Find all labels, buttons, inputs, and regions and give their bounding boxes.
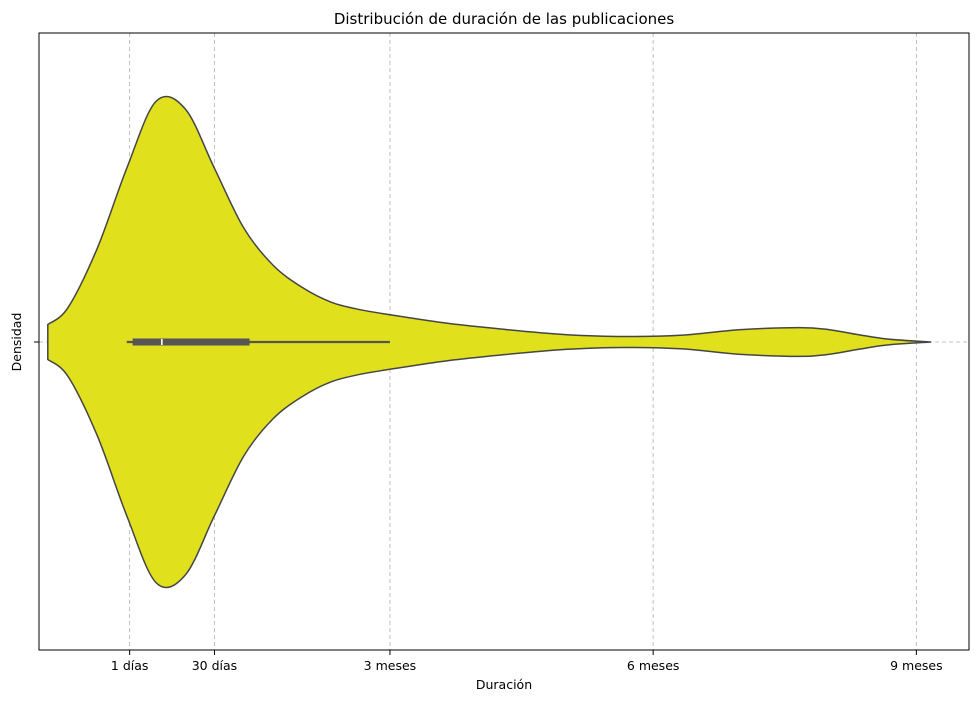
x-tick-label-0: 1 días [111, 658, 149, 673]
x-axis-ticks: 1 días 30 días 3 meses 6 meses 9 meses [111, 650, 943, 673]
x-tick-label-4: 9 meses [890, 658, 943, 673]
x-tick-label-3: 6 meses [627, 658, 680, 673]
x-tick-label-1: 30 días [192, 658, 237, 673]
box-iqr [132, 338, 250, 346]
x-axis-label: Duración [476, 677, 532, 692]
violin-box-plot [126, 338, 390, 346]
y-axis-label: Densidad [9, 313, 24, 372]
violin-body [47, 95, 932, 589]
chart-title: Distribución de duración de las publicac… [334, 10, 675, 28]
x-tick-label-2: 3 meses [364, 658, 417, 673]
